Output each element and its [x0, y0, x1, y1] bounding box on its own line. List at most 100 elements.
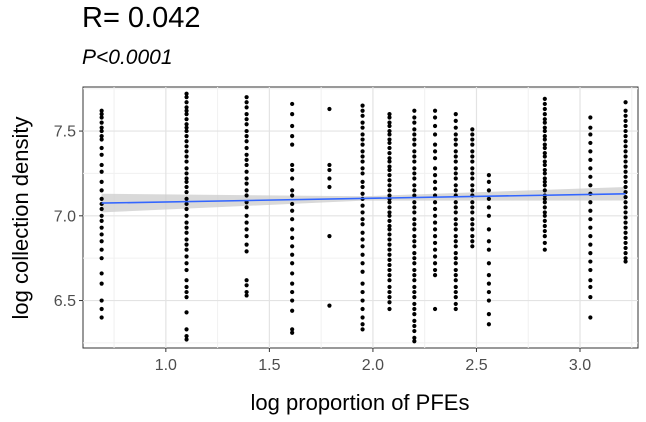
data-point [244, 176, 249, 181]
data-point [360, 306, 365, 312]
data-point [184, 179, 189, 185]
data-point [432, 306, 438, 312]
data-point [623, 205, 628, 210]
data-point [588, 284, 593, 290]
data-point [588, 132, 593, 137]
data-point [432, 166, 438, 171]
data-point [184, 247, 189, 252]
data-point [623, 113, 628, 118]
data-point [412, 115, 417, 120]
data-point [453, 295, 458, 300]
data-point [290, 252, 295, 257]
y-tick-label: 7.0 [54, 208, 76, 225]
data-point [412, 217, 417, 222]
data-point [99, 120, 104, 125]
data-point [99, 128, 104, 134]
data-point [542, 200, 547, 205]
data-point [412, 188, 417, 193]
data-point [588, 174, 593, 179]
data-point [99, 145, 104, 151]
data-point [360, 327, 365, 332]
data-point [290, 217, 295, 222]
data-point [99, 306, 104, 312]
data-point [542, 128, 547, 134]
data-point [387, 213, 392, 218]
x-tick-label: 2.5 [465, 357, 487, 374]
data-point [453, 154, 458, 159]
data-point [470, 188, 475, 193]
data-point [542, 183, 547, 188]
data-point [360, 252, 365, 257]
data-point [387, 267, 392, 273]
data-point [623, 174, 628, 179]
data-point [412, 284, 417, 290]
data-point [453, 301, 458, 307]
data-point [453, 171, 458, 176]
data-point [387, 295, 392, 300]
data-point [244, 100, 249, 105]
data-point [99, 196, 104, 201]
data-point [387, 159, 392, 164]
data-point [184, 108, 189, 113]
data-point [588, 125, 593, 130]
data-point [412, 306, 417, 312]
data-point [412, 183, 417, 188]
data-point [432, 200, 438, 205]
data-point [623, 149, 628, 154]
data-point [588, 250, 593, 256]
data-point [244, 139, 249, 144]
data-point [387, 227, 392, 232]
data-point [412, 318, 417, 323]
data-point [99, 134, 104, 139]
data-point [542, 205, 547, 210]
data-point [623, 184, 628, 190]
data-point [432, 261, 438, 266]
data-point [470, 154, 475, 159]
data-point [387, 300, 392, 305]
data-point [290, 281, 295, 286]
data-point [542, 223, 547, 229]
data-point [542, 234, 547, 239]
data-point [290, 101, 295, 107]
data-point [184, 171, 189, 176]
data-point [588, 278, 593, 283]
data-point [360, 191, 365, 196]
data-point [432, 179, 438, 185]
data-point [360, 103, 365, 108]
data-point [486, 196, 491, 201]
data-point [360, 217, 365, 222]
data-point [588, 208, 593, 213]
data-point [244, 205, 249, 210]
data-point [290, 112, 295, 117]
data-point [412, 273, 417, 278]
data-point [432, 213, 438, 218]
data-point [453, 284, 458, 290]
data-point [99, 239, 104, 244]
data-point [470, 234, 475, 239]
data-point [542, 145, 547, 151]
data-point [453, 278, 458, 283]
data-point [387, 237, 392, 242]
data-point [412, 159, 417, 164]
data-point [588, 115, 593, 120]
data-point [412, 205, 417, 210]
data-point [453, 188, 458, 193]
data-point [542, 196, 547, 201]
data-point [360, 230, 365, 235]
data-point [184, 267, 189, 273]
data-point [184, 334, 189, 339]
data-point [290, 134, 295, 139]
data-point [290, 327, 295, 332]
data-point [542, 213, 547, 218]
data-point [99, 281, 104, 286]
data-point [623, 225, 628, 230]
data-point [453, 239, 458, 244]
x-tick-label: 3.0 [569, 357, 591, 374]
data-point [432, 227, 438, 232]
data-point [412, 222, 417, 227]
data-point [327, 162, 332, 168]
x-axis-title: log proportion of PFEs [251, 390, 470, 415]
data-point [184, 91, 189, 96]
data-point [360, 149, 365, 154]
data-point [453, 210, 458, 215]
